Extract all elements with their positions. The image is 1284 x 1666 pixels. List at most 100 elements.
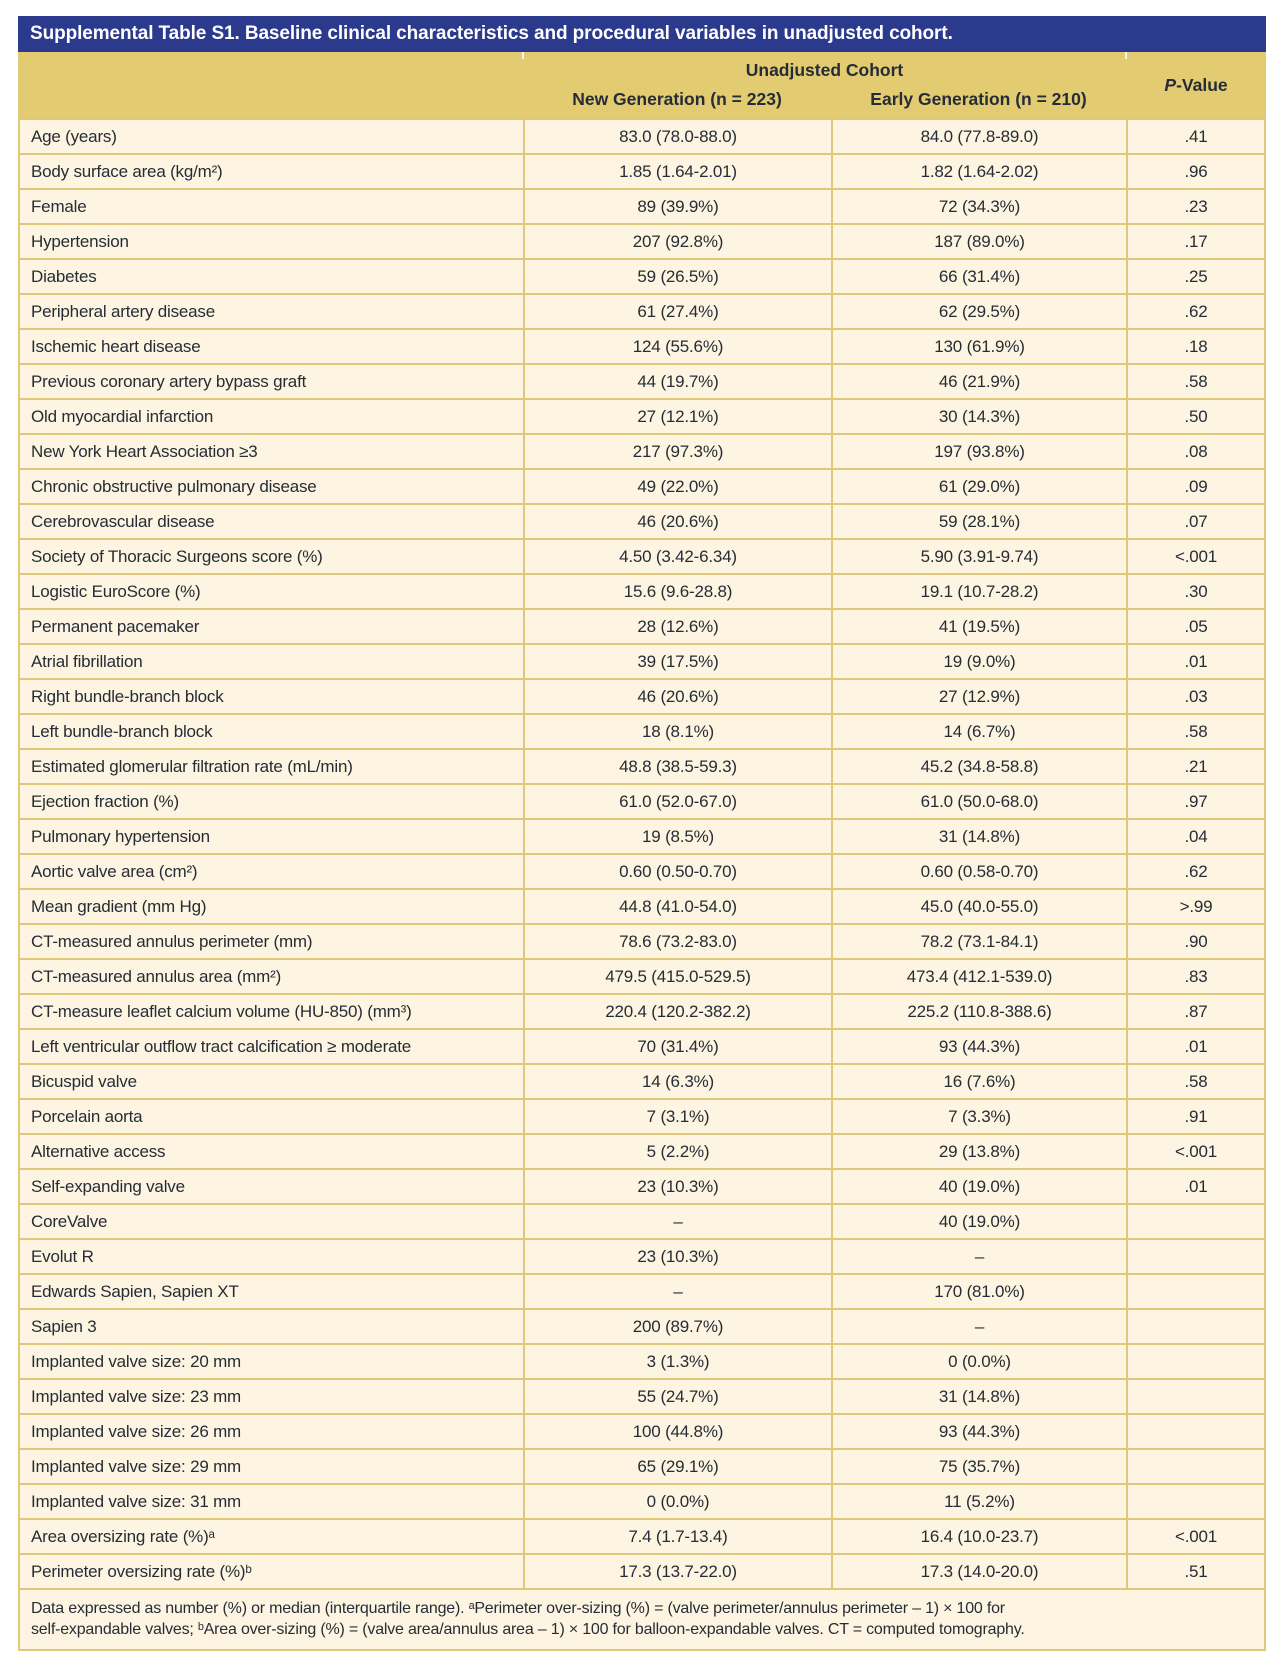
- row-label-cell: Bicuspid valve: [20, 1065, 523, 1098]
- new-generation-value-cell: 44 (19.7%): [525, 365, 831, 398]
- column-header-p-value: P -Value: [1126, 52, 1266, 118]
- new-generation-value-cell: 39 (17.5%): [525, 645, 831, 678]
- new-generation-value-cell: 70 (31.4%): [525, 1030, 831, 1063]
- new-generation-value-cell: 89 (39.9%): [525, 190, 831, 223]
- p-value-cell: .90: [1128, 925, 1264, 958]
- early-generation-value-cell: 225.2 (110.8-388.6): [833, 995, 1126, 1028]
- row-label-cell: Perimeter oversizing rate (%)ᵇ: [20, 1555, 523, 1588]
- p-value-cell: .51: [1128, 1555, 1264, 1588]
- p-value-cell: .18: [1128, 330, 1264, 363]
- p-value-cell: .30: [1128, 575, 1264, 608]
- table-body: Age (years) 83.0 (78.0-88.0) 84.0 (77.8-…: [18, 118, 1266, 1590]
- new-generation-value-cell: 19 (8.5%): [525, 820, 831, 853]
- new-generation-value-cell: 46 (20.6%): [525, 505, 831, 538]
- header-divider-tick-right: [1125, 52, 1127, 59]
- row-label-cell: Diabetes: [20, 260, 523, 293]
- column-header-early-generation: Early Generation (n = 210): [870, 89, 1087, 109]
- p-value-cell: .21: [1128, 750, 1264, 783]
- new-generation-value-cell: 59 (26.5%): [525, 260, 831, 293]
- row-label-cell: Estimated glomerular filtration rate (mL…: [20, 750, 523, 783]
- row-label-cell: Right bundle-branch block: [20, 680, 523, 713]
- early-generation-value-cell: 40 (19.0%): [833, 1170, 1126, 1203]
- early-generation-value-cell: 19 (9.0%): [833, 645, 1126, 678]
- row-label-cell: Implanted valve size: 31 mm: [20, 1485, 523, 1518]
- p-value-cell: <.001: [1128, 1520, 1264, 1553]
- new-generation-value-cell: –: [525, 1275, 831, 1308]
- p-value-cell: [1128, 1205, 1264, 1238]
- p-value-cell: .50: [1128, 400, 1264, 433]
- row-label-cell: Logistic EuroScore (%): [20, 575, 523, 608]
- new-generation-value-cell: 7 (3.1%): [525, 1100, 831, 1133]
- early-generation-value-cell: 78.2 (73.1-84.1): [833, 925, 1126, 958]
- new-generation-value-cell: 3 (1.3%): [525, 1345, 831, 1378]
- early-generation-value-cell: –: [833, 1310, 1126, 1343]
- early-generation-value-cell: 7 (3.3%): [833, 1100, 1126, 1133]
- p-value-cell: .62: [1128, 855, 1264, 888]
- early-generation-value-cell: 197 (93.8%): [833, 435, 1126, 468]
- p-value-cell: .41: [1128, 120, 1264, 153]
- p-value-cell: [1128, 1415, 1264, 1448]
- p-value-cell: >.99: [1128, 890, 1264, 923]
- early-generation-value-cell: 17.3 (14.0-20.0): [833, 1555, 1126, 1588]
- early-generation-value-cell: 75 (35.7%): [833, 1450, 1126, 1483]
- new-generation-value-cell: 207 (92.8%): [525, 225, 831, 258]
- new-generation-value-cell: 46 (20.6%): [525, 680, 831, 713]
- column-header-band: Unadjusted Cohort New Generation (n = 22…: [18, 52, 1266, 118]
- table-footnote: Data expressed as number (%) or median (…: [18, 1590, 1266, 1651]
- new-generation-value-cell: 55 (24.7%): [525, 1380, 831, 1413]
- early-generation-value-cell: 0 (0.0%): [833, 1345, 1126, 1378]
- row-label-cell: Ejection fraction (%): [20, 785, 523, 818]
- new-generation-value-cell: 5 (2.2%): [525, 1135, 831, 1168]
- p-value-cell: .58: [1128, 1065, 1264, 1098]
- footnote-line-1: Data expressed as number (%) or median (…: [31, 1600, 1005, 1617]
- p-value-cell: .87: [1128, 995, 1264, 1028]
- p-value-cell: <.001: [1128, 1135, 1264, 1168]
- row-label-cell: CoreValve: [20, 1205, 523, 1238]
- row-label-cell: Previous coronary artery bypass graft: [20, 365, 523, 398]
- early-generation-value-cell: 93 (44.3%): [833, 1030, 1126, 1063]
- new-generation-value-cell: 48.8 (38.5-59.3): [525, 750, 831, 783]
- p-value-cell: .25: [1128, 260, 1264, 293]
- early-generation-value-cell: 130 (61.9%): [833, 330, 1126, 363]
- row-label-cell: Permanent pacemaker: [20, 610, 523, 643]
- p-value-cell: .01: [1128, 1030, 1264, 1063]
- new-generation-value-cell: 61.0 (52.0-67.0): [525, 785, 831, 818]
- row-label-cell: Mean gradient (mm Hg): [20, 890, 523, 923]
- p-value-cell: <.001: [1128, 540, 1264, 573]
- early-generation-value-cell: 16 (7.6%): [833, 1065, 1126, 1098]
- row-label-cell: Edwards Sapien, Sapien XT: [20, 1275, 523, 1308]
- early-generation-value-cell: 29 (13.8%): [833, 1135, 1126, 1168]
- early-generation-value-cell: 5.90 (3.91-9.74): [833, 540, 1126, 573]
- p-value-cell: .07: [1128, 505, 1264, 538]
- new-generation-value-cell: 17.3 (13.7-22.0): [525, 1555, 831, 1588]
- early-generation-value-cell: 61 (29.0%): [833, 470, 1126, 503]
- new-generation-value-cell: 44.8 (41.0-54.0): [525, 890, 831, 923]
- row-label-cell: Age (years): [20, 120, 523, 153]
- row-label-cell: Implanted valve size: 20 mm: [20, 1345, 523, 1378]
- table-title-bar: Supplemental Table S1. Baseline clinical…: [18, 16, 1266, 52]
- row-label-cell: Implanted valve size: 23 mm: [20, 1380, 523, 1413]
- early-generation-value-cell: 473.4 (412.1-539.0): [833, 960, 1126, 993]
- new-generation-value-cell: 4.50 (3.42-6.34): [525, 540, 831, 573]
- row-label-cell: Alternative access: [20, 1135, 523, 1168]
- early-generation-value-cell: 27 (12.9%): [833, 680, 1126, 713]
- row-label-cell: Cerebrovascular disease: [20, 505, 523, 538]
- new-generation-value-cell: 23 (10.3%): [525, 1240, 831, 1273]
- new-generation-value-cell: 100 (44.8%): [525, 1415, 831, 1448]
- p-value-cell: .96: [1128, 155, 1264, 188]
- row-label-cell: Peripheral artery disease: [20, 295, 523, 328]
- row-label-cell: Self-expanding valve: [20, 1170, 523, 1203]
- p-value-cell: .23: [1128, 190, 1264, 223]
- supplemental-table: Supplemental Table S1. Baseline clinical…: [18, 16, 1266, 1651]
- row-label-cell: Aortic valve area (cm²): [20, 855, 523, 888]
- row-label-cell: CT-measured annulus perimeter (mm): [20, 925, 523, 958]
- group-header-unadjusted-cohort: Unadjusted Cohort: [745, 60, 904, 80]
- early-generation-value-cell: 72 (34.3%): [833, 190, 1126, 223]
- early-generation-value-cell: 1.82 (1.64-2.02): [833, 155, 1126, 188]
- p-value-cell: .17: [1128, 225, 1264, 258]
- row-label-cell: CT-measured annulus area (mm²): [20, 960, 523, 993]
- new-generation-value-cell: 61 (27.4%): [525, 295, 831, 328]
- row-label-cell: Left bundle-branch block: [20, 715, 523, 748]
- p-value-cell: [1128, 1240, 1264, 1273]
- p-value-cell: .09: [1128, 470, 1264, 503]
